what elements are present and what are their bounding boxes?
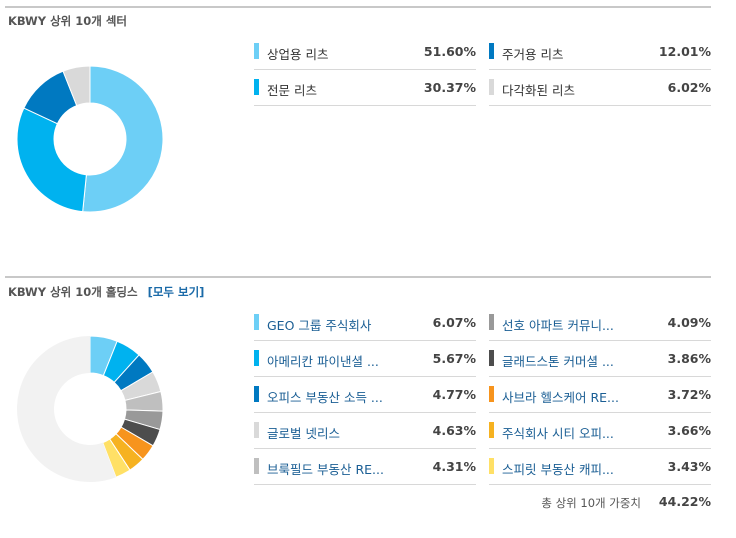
legend-percent: 3.72% <box>667 387 711 402</box>
legend-label: 주거용 리츠 <box>502 47 564 62</box>
total-weight-row: 총 상위 10개 가중치 44.22% <box>490 494 711 512</box>
legend-percent: 4.09% <box>667 315 711 330</box>
legend-swatch <box>489 350 494 366</box>
legend-percent: 30.37% <box>423 80 476 95</box>
legend-label: 글로벌 넷리스 <box>267 426 340 441</box>
legend-item[interactable]: 스피릿 부동산 캐피... 3.43% <box>489 449 711 485</box>
legend-label: 브룩필드 부동산 RE... <box>267 462 384 477</box>
legend-label: 사브라 헬스케어 RE... <box>502 390 619 405</box>
legend-item[interactable]: 글로벌 넷리스 4.63% <box>254 413 476 449</box>
legend-swatch <box>254 458 259 474</box>
legend-item: 상업용 리츠 51.60% <box>254 34 476 70</box>
section-divider <box>5 6 711 8</box>
legend-percent: 6.02% <box>667 80 711 95</box>
legend-swatch <box>254 43 259 59</box>
legend-swatch <box>489 314 494 330</box>
legend-item[interactable]: 사브라 헬스케어 RE... 3.72% <box>489 377 711 413</box>
legend-swatch <box>254 350 259 366</box>
legend-swatch <box>489 422 494 438</box>
legend-item[interactable]: 아메리칸 파이낸셜 ... 5.67% <box>254 341 476 377</box>
legend-item[interactable]: 오피스 부동산 소득 ... 4.77% <box>254 377 476 413</box>
legend-swatch <box>254 314 259 330</box>
legend-percent: 4.31% <box>432 459 476 474</box>
donut-slice <box>16 107 87 213</box>
legend-label: 선호 아파트 커뮤니... <box>502 318 614 333</box>
legend-item[interactable]: 글래드스톤 커머셜 ... 3.86% <box>489 341 711 377</box>
sectors-title: KBWY 상위 10개 섹터 <box>8 14 127 28</box>
legend-swatch <box>254 386 259 402</box>
donut-slice <box>62 65 91 107</box>
legend-percent: 51.60% <box>423 44 476 59</box>
sectors-section: KBWY 상위 10개 섹터 상업용 리츠 51.60% 전문 리츠 30.37% 주거… <box>5 6 711 213</box>
legend-label: 상업용 리츠 <box>267 47 329 62</box>
legend-label: 다각화된 리츠 <box>502 83 575 98</box>
holdings-title: KBWY 상위 10개 홀딩스 [모두 보기] <box>8 284 204 300</box>
legend-label: 오피스 부동산 소득 ... <box>267 390 383 405</box>
legend-percent: 5.67% <box>432 351 476 366</box>
legend-item: 주거용 리츠 12.01% <box>489 34 711 70</box>
legend-swatch <box>254 422 259 438</box>
legend-item[interactable]: 주식회사 시티 오피... 3.66% <box>489 413 711 449</box>
legend-percent: 3.86% <box>667 351 711 366</box>
donut-slice-remainder <box>16 336 116 482</box>
legend-label: 글래드스톤 커머셜 ... <box>502 354 614 369</box>
legend-label: 스피릿 부동산 캐피... <box>502 462 614 477</box>
legend-item: 전문 리츠 30.37% <box>254 70 476 106</box>
legend-label: 아메리칸 파이낸셜 ... <box>267 354 379 369</box>
total-weight-value: 44.22% <box>658 494 711 509</box>
legend-label: GEO 그룹 주식회사 <box>267 318 372 333</box>
legend-percent: 6.07% <box>432 315 476 330</box>
donut-slice <box>82 65 164 213</box>
legend-item[interactable]: 브룩필드 부동산 RE... 4.31% <box>254 449 476 485</box>
legend-swatch <box>489 386 494 402</box>
legend-swatch <box>254 79 259 95</box>
legend-label: 전문 리츠 <box>267 83 317 98</box>
sector-donut-chart <box>16 65 164 213</box>
legend-swatch <box>489 79 494 95</box>
legend-percent: 4.63% <box>432 423 476 438</box>
view-all-link[interactable]: [모두 보기] <box>147 285 205 299</box>
legend-swatch <box>489 43 494 59</box>
legend-item: 다각화된 리츠 6.02% <box>489 70 711 106</box>
legend-item[interactable]: GEO 그룹 주식회사 6.07% <box>254 305 476 341</box>
total-weight-label: 총 상위 10개 가중치 <box>541 496 641 510</box>
legend-swatch <box>489 458 494 474</box>
legend-percent: 3.66% <box>667 423 711 438</box>
section-divider <box>5 276 711 278</box>
donut-slice <box>102 438 131 478</box>
legend-percent: 3.43% <box>667 459 711 474</box>
legend-percent: 12.01% <box>658 44 711 59</box>
legend-percent: 4.77% <box>432 387 476 402</box>
holdings-title-text: KBWY 상위 10개 홀딩스 <box>8 285 138 299</box>
legend-label: 주식회사 시티 오피... <box>502 426 614 441</box>
legend-item[interactable]: 선호 아파트 커뮤니... 4.09% <box>489 305 711 341</box>
holdings-donut-chart <box>16 335 164 482</box>
